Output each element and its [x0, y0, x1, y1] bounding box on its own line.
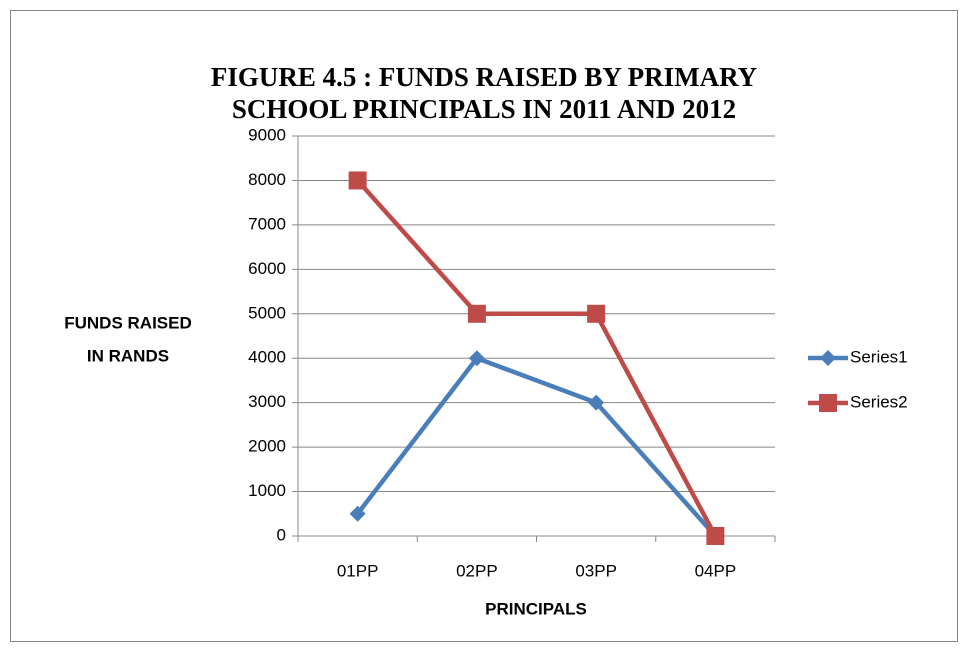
marker	[588, 394, 605, 411]
marker	[819, 394, 837, 412]
chart-title: SCHOOL PRINCIPALS IN 2011 AND 2012	[232, 94, 736, 124]
y-tick-label: 7000	[248, 214, 286, 233]
legend-label: Series1	[850, 347, 908, 366]
marker	[587, 304, 606, 323]
y-tick-label: 8000	[248, 170, 286, 189]
y-tick-label: 9000	[248, 125, 286, 144]
x-tick-label: 01PP	[337, 561, 379, 580]
series-line	[355, 355, 718, 538]
y-tick-label: 4000	[248, 348, 286, 367]
x-tick-label: 02PP	[456, 561, 498, 580]
y-tick-label: 5000	[248, 303, 286, 322]
marker	[468, 350, 485, 367]
y-tick-label: 6000	[248, 259, 286, 278]
marker	[820, 350, 836, 366]
marker	[348, 171, 367, 190]
y-tick-label: 0	[277, 525, 286, 544]
x-tick-label: 03PP	[575, 561, 617, 580]
legend-label: Series2	[850, 392, 908, 411]
y-tick-label: 3000	[248, 392, 286, 411]
x-tick-label: 04PP	[695, 561, 737, 580]
y-axis-title: IN RANDS	[87, 346, 169, 365]
series-line	[355, 178, 718, 538]
y-axis-title: FUNDS RAISED	[64, 313, 192, 332]
chart-title: FIGURE 4.5 : FUNDS RAISED BY PRIMARY	[211, 62, 757, 92]
x-axis-title: PRINCIPALS	[485, 599, 587, 618]
marker	[349, 505, 366, 522]
y-tick-label: 2000	[248, 437, 286, 456]
marker	[467, 304, 486, 323]
marker	[706, 527, 725, 545]
y-tick-label: 1000	[248, 481, 286, 500]
